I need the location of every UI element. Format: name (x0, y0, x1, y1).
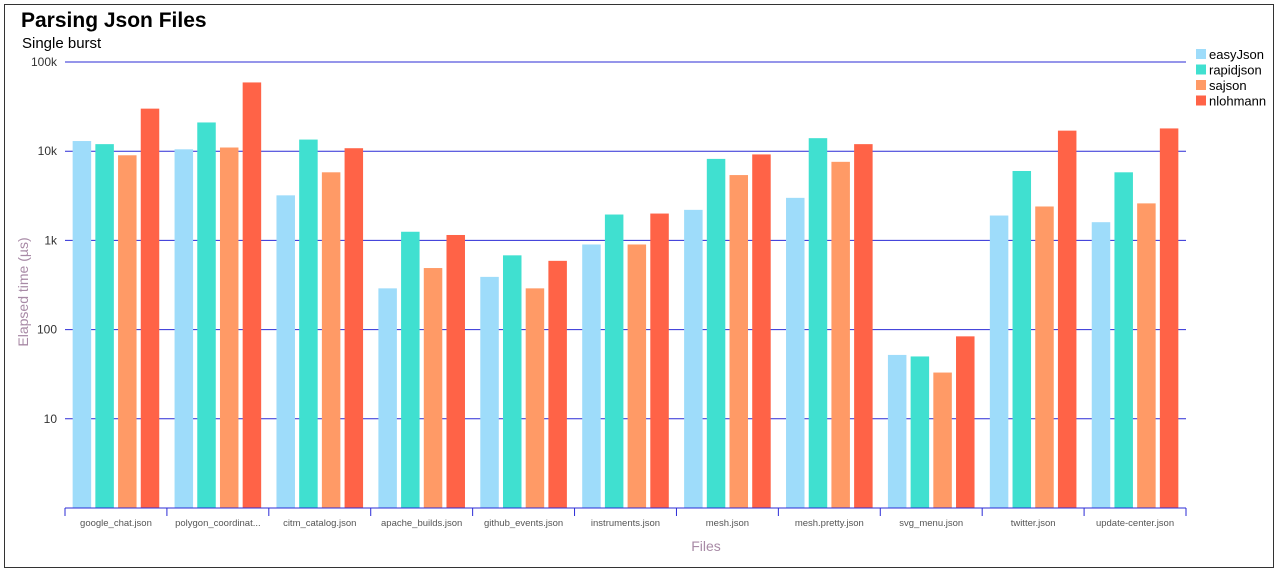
bar-nlohmann-4[interactable] (548, 260, 567, 508)
bar-nlohmann-2[interactable] (344, 148, 364, 508)
x-tick-label: github_events.json (484, 518, 563, 529)
bar-rapidjson-4[interactable] (502, 255, 522, 508)
bar-sajson-1[interactable] (219, 147, 239, 509)
y-tick-label: 100 (37, 323, 57, 337)
bar-sajson-5[interactable] (627, 244, 647, 508)
legend-label-rapidjson[interactable]: rapidjson (1209, 63, 1262, 78)
bar-sajson-9[interactable] (1035, 206, 1054, 508)
y-tick-labels: 10 100 1k 10k 100k (31, 55, 58, 426)
bar-nlohmann-10[interactable] (1159, 128, 1179, 508)
y-axis-title: Elapsed time (µs) (15, 237, 31, 346)
x-axis (64, 507, 1187, 516)
bar-rapidjson-3[interactable] (401, 231, 420, 509)
bar-rapidjson-6[interactable] (706, 158, 726, 508)
chart-title: Parsing Json Files (21, 9, 207, 32)
legend-swatch-easyjson (1196, 49, 1206, 59)
bar-sajson-7[interactable] (831, 161, 850, 508)
legend-swatch-rapidjson (1196, 64, 1206, 75)
bar-nlohmann-1[interactable] (242, 82, 262, 508)
bar-sajson-2[interactable] (321, 172, 341, 508)
bar-sajson-0[interactable] (118, 155, 137, 509)
bar-sajson-8[interactable] (933, 372, 952, 508)
x-tick-label: mesh.json (706, 518, 749, 529)
bar-easyjson-8[interactable] (887, 354, 907, 508)
bar-rapidjson-8[interactable] (910, 356, 930, 508)
bar-rapidjson-0[interactable] (95, 144, 114, 509)
bar-easyjson-0[interactable] (72, 141, 92, 508)
bar-easyjson-9[interactable] (989, 215, 1009, 509)
bar-sajson-6[interactable] (729, 175, 749, 508)
legend-label-easyjson[interactable]: easyJson (1209, 47, 1264, 62)
x-tick-label: citm_catalog.json (283, 518, 356, 529)
bar-rapidjson-9[interactable] (1012, 170, 1032, 509)
bar-rapidjson-5[interactable] (604, 214, 624, 508)
bar-rapidjson-1[interactable] (197, 122, 216, 508)
bar-nlohmann-3[interactable] (446, 234, 465, 508)
x-axis-title: Files (691, 538, 721, 554)
x-tick-label: polygon_coordinat... (175, 518, 261, 529)
y-tick-label: 10k (38, 144, 58, 158)
bar-nlohmann-0[interactable] (140, 108, 160, 509)
bar-easyjson-4[interactable] (480, 276, 499, 508)
bar-easyjson-10[interactable] (1091, 222, 1111, 508)
bar-nlohmann-8[interactable] (956, 336, 975, 508)
bar-easyjson-7[interactable] (786, 197, 805, 508)
x-tick-label: apache_builds.json (381, 518, 462, 529)
x-tick-label: twitter.json (1011, 518, 1056, 529)
chart-subtitle: Single burst (22, 35, 102, 52)
x-tick-label: instruments.json (591, 518, 660, 529)
legend-label-nlohmann[interactable]: nlohmann (1209, 94, 1266, 109)
bar-nlohmann-9[interactable] (1057, 130, 1077, 508)
x-tick-label: update-center.json (1096, 518, 1174, 529)
x-tick-label: google_chat.json (80, 518, 152, 529)
bar-rapidjson-10[interactable] (1114, 172, 1133, 508)
bar-easyjson-6[interactable] (684, 209, 703, 508)
bar-nlohmann-5[interactable] (650, 213, 669, 508)
legend-swatch-sajson (1196, 80, 1206, 90)
y-tick-label: 10 (44, 412, 58, 426)
bars (72, 82, 1179, 509)
y-tick-label: 1k (44, 233, 58, 247)
y-tick-label: 100k (31, 55, 58, 69)
x-tick-label: mesh.pretty.json (795, 518, 864, 529)
bar-easyjson-3[interactable] (378, 288, 397, 508)
bar-nlohmann-7[interactable] (854, 144, 873, 509)
x-tick-label: svg_menu.json (899, 518, 963, 529)
bar-sajson-10[interactable] (1137, 203, 1156, 508)
bar-nlohmann-6[interactable] (752, 154, 771, 509)
bar-easyjson-5[interactable] (582, 244, 601, 508)
bar-sajson-3[interactable] (423, 268, 443, 508)
x-tick-labels: google_chat.json polygon_coordinat... citm… (80, 518, 1174, 529)
legend-swatch-nlohmann (1196, 95, 1206, 106)
bar-easyjson-2[interactable] (276, 195, 295, 508)
bar-easyjson-1[interactable] (174, 149, 194, 508)
legend-label-sajson[interactable]: sajson (1209, 78, 1247, 93)
bar-rapidjson-7[interactable] (808, 138, 828, 508)
bar-sajson-4[interactable] (525, 288, 545, 508)
bar-rapidjson-2[interactable] (299, 139, 318, 509)
